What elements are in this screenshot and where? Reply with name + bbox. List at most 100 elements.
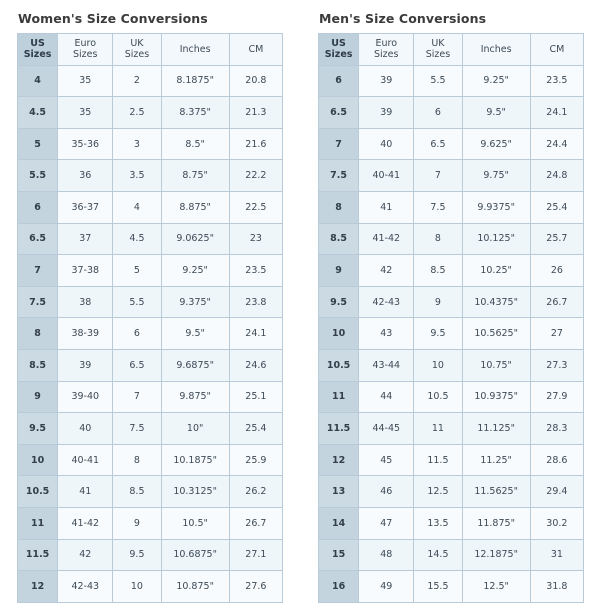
cell-euro: 39: [57, 348, 114, 382]
cell-uk: 7.5: [413, 190, 463, 224]
cell-uk: 13.5: [413, 506, 463, 540]
cell-cm: 31.8: [529, 570, 585, 603]
cell-euro: 42: [57, 538, 114, 572]
table-row: 6.5 39 6 9.5" 24.1: [317, 96, 585, 129]
cell-euro: 35-36: [57, 127, 114, 161]
cell-cm: 27: [529, 317, 585, 350]
cell-euro: 47: [358, 506, 415, 540]
cell-cm: 27.1: [228, 538, 284, 572]
cell-cm: 24.4: [529, 127, 585, 161]
cell-uk: 11: [413, 412, 463, 445]
table-row: 11.5 42 9.5 10.6875" 27.1: [16, 538, 284, 572]
cell-inches: 9.875": [160, 380, 230, 414]
cell-us: 7: [16, 254, 59, 287]
cell-us: 6: [317, 64, 360, 98]
column-header-inches-line1: Inches: [480, 43, 512, 55]
cell-inches: 10.3125": [160, 475, 230, 508]
table-row: 11.5 44-45 11 11.125" 28.3: [317, 412, 585, 445]
cell-inches: 11.5625": [461, 475, 531, 508]
cell-inches: 10.125": [461, 222, 531, 256]
mens-table-head: US Sizes Euro Sizes UK Sizes Inches: [317, 33, 585, 66]
cell-cm: 25.7: [529, 222, 585, 256]
cell-euro: 48: [358, 538, 415, 572]
cell-inches: 11.125": [461, 412, 531, 445]
cell-inches: 9.6875": [160, 348, 230, 382]
column-header-inches-line1: Inches: [179, 43, 211, 55]
cell-us: 10: [317, 317, 360, 350]
cell-inches: 9.625": [461, 127, 531, 161]
table-row: 8 41 7.5 9.9375" 25.4: [317, 190, 585, 224]
table-row: 9.5 40 7.5 10" 25.4: [16, 412, 284, 445]
table-row: 15 48 14.5 12.1875" 31: [317, 538, 585, 572]
cell-inches: 11.25": [461, 443, 531, 477]
cell-euro: 45: [358, 443, 415, 477]
column-header-uk-line1: UK: [431, 38, 445, 50]
cell-euro: 40-41: [358, 159, 415, 192]
column-header-euro: Euro Sizes: [57, 33, 114, 66]
cell-uk: 10.5: [413, 380, 463, 414]
cell-euro: 38-39: [57, 317, 114, 350]
cell-euro: 41: [57, 475, 114, 508]
column-header-uk-line2: Sizes: [124, 49, 150, 61]
cell-inches: 10.1875": [160, 443, 230, 477]
table-row: 6.5 37 4.5 9.0625" 23: [16, 222, 284, 256]
column-header-us-line1: US: [30, 38, 45, 50]
cell-inches: 10.75": [461, 348, 531, 382]
cell-us: 11.5: [317, 412, 360, 445]
cell-inches: 9.375": [160, 285, 230, 319]
cell-cm: 23.5: [529, 64, 585, 98]
cell-cm: 25.9: [228, 443, 284, 477]
cell-inches: 9.0625": [160, 222, 230, 256]
cell-cm: 28.6: [529, 443, 585, 477]
cell-euro: 39-40: [57, 380, 114, 414]
column-header-cm-line1: CM: [549, 43, 565, 55]
cell-cm: 26.7: [529, 285, 585, 319]
cell-uk: 8: [413, 222, 463, 256]
cell-inches: 12.1875": [461, 538, 531, 572]
cell-us: 12: [317, 443, 360, 477]
cell-cm: 21.3: [228, 96, 284, 129]
cell-us: 4: [16, 64, 59, 98]
cell-cm: 23: [228, 222, 284, 256]
cell-uk: 5.5: [413, 64, 463, 98]
table-row: 7.5 40-41 7 9.75" 24.8: [317, 159, 585, 192]
column-header-euro-line2: Sizes: [73, 49, 98, 61]
column-header-cm-line1: CM: [248, 43, 264, 55]
column-header-uk: UK Sizes: [413, 33, 463, 66]
cell-cm: 23.8: [228, 285, 284, 319]
cell-us: 8.5: [317, 222, 360, 256]
cell-uk: 11.5: [413, 443, 463, 477]
cell-euro: 39: [358, 96, 415, 129]
cell-uk: 2: [112, 64, 162, 98]
cell-uk: 3: [112, 127, 162, 161]
cell-uk: 9: [112, 506, 162, 540]
cell-cm: 23.5: [228, 254, 284, 287]
column-header-us: US Sizes: [16, 33, 59, 66]
column-header-cm: CM: [228, 33, 284, 66]
cell-us: 8: [317, 190, 360, 224]
womens-table-body: 4 35 2 8.1875" 20.8 4.5 35 2.5 8.375" 21.3 5 35-36 3…: [16, 64, 284, 603]
table-row: 10 43 9.5 10.5625" 27: [317, 317, 585, 350]
cell-inches: 10.4375": [461, 285, 531, 319]
cell-us: 10.5: [317, 348, 360, 382]
cell-inches: 10.9375": [461, 380, 531, 414]
cell-us: 7.5: [317, 159, 360, 192]
table-row: 8.5 39 6.5 9.6875" 24.6: [16, 348, 284, 382]
cell-euro: 38: [57, 285, 114, 319]
header-row: US Sizes Euro Sizes UK Sizes Inches: [16, 33, 284, 66]
cell-cm: 25.4: [228, 412, 284, 445]
cell-us: 10: [16, 443, 59, 477]
cell-uk: 8.5: [112, 475, 162, 508]
cell-euro: 44-45: [358, 412, 415, 445]
cell-euro: 37-38: [57, 254, 114, 287]
cell-euro: 42-43: [358, 285, 415, 319]
cell-uk: 4: [112, 190, 162, 224]
cell-uk: 12.5: [413, 475, 463, 508]
cell-uk: 6.5: [413, 127, 463, 161]
cell-euro: 35: [57, 96, 114, 129]
womens-table-head: US Sizes Euro Sizes UK Sizes Inches: [16, 33, 284, 66]
column-header-euro-line1: Euro: [74, 38, 97, 50]
table-row: 7 37-38 5 9.25" 23.5: [16, 254, 284, 287]
mens-table-body: 6 39 5.5 9.25" 23.5 6.5 39 6 9.5" 24.1 7 40 6.5 9.625…: [317, 64, 585, 603]
